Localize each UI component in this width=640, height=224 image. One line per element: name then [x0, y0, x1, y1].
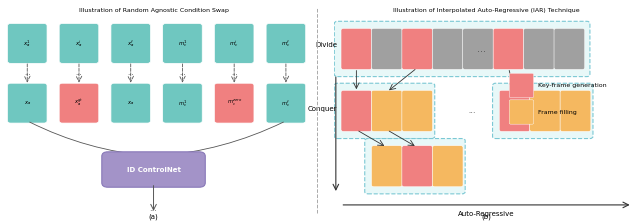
FancyBboxPatch shape: [102, 152, 205, 187]
Text: $x_a$: $x_a$: [127, 99, 134, 107]
FancyBboxPatch shape: [509, 100, 534, 124]
Text: ...: ...: [76, 70, 83, 76]
FancyBboxPatch shape: [111, 83, 150, 123]
Text: $x_a^f$: $x_a^f$: [127, 38, 134, 49]
FancyBboxPatch shape: [560, 90, 591, 131]
Text: Divide: Divide: [316, 41, 337, 47]
Text: Auto-Regressive: Auto-Regressive: [458, 211, 515, 217]
FancyBboxPatch shape: [60, 83, 99, 123]
Text: ...: ...: [469, 106, 477, 115]
Text: $m_c^{zero}$: $m_c^{zero}$: [227, 98, 242, 108]
FancyBboxPatch shape: [214, 24, 254, 63]
FancyBboxPatch shape: [60, 24, 99, 63]
Text: ...: ...: [150, 204, 157, 213]
FancyBboxPatch shape: [371, 28, 402, 69]
Text: ...: ...: [477, 44, 486, 54]
Text: Illustration of Random Agnostic Condition Swap: Illustration of Random Agnostic Conditio…: [79, 8, 228, 13]
FancyBboxPatch shape: [402, 90, 433, 131]
Text: $x_a$: $x_a$: [24, 99, 31, 107]
FancyBboxPatch shape: [402, 28, 433, 69]
Text: $x_a^1$: $x_a^1$: [24, 38, 31, 49]
FancyBboxPatch shape: [341, 28, 372, 69]
Text: ...: ...: [24, 70, 31, 76]
FancyBboxPatch shape: [493, 83, 593, 139]
Text: ID ControlNet: ID ControlNet: [127, 166, 180, 172]
FancyBboxPatch shape: [554, 28, 585, 69]
Text: ...: ...: [231, 70, 237, 76]
FancyBboxPatch shape: [163, 83, 202, 123]
FancyBboxPatch shape: [8, 24, 47, 63]
Text: $m_c^f$: $m_c^f$: [282, 98, 291, 109]
Text: $m_c^1$: $m_c^1$: [178, 98, 187, 109]
Text: Key-frame generation: Key-frame generation: [538, 83, 607, 88]
Text: (b): (b): [481, 214, 492, 220]
Text: ...: ...: [179, 70, 186, 76]
FancyBboxPatch shape: [214, 83, 254, 123]
Text: $m_c^1$: $m_c^1$: [177, 38, 188, 49]
FancyBboxPatch shape: [524, 28, 554, 69]
FancyBboxPatch shape: [111, 24, 150, 63]
FancyBboxPatch shape: [432, 146, 463, 187]
Text: $x_a^i$: $x_a^i$: [76, 38, 83, 49]
Text: Conquer: Conquer: [308, 106, 337, 112]
Text: (a): (a): [148, 214, 159, 220]
FancyBboxPatch shape: [341, 90, 372, 131]
FancyBboxPatch shape: [334, 83, 435, 139]
FancyBboxPatch shape: [365, 139, 465, 194]
FancyBboxPatch shape: [266, 24, 306, 63]
FancyBboxPatch shape: [509, 73, 534, 98]
FancyBboxPatch shape: [493, 28, 524, 69]
FancyBboxPatch shape: [334, 21, 590, 77]
FancyBboxPatch shape: [163, 24, 202, 63]
FancyBboxPatch shape: [266, 83, 306, 123]
FancyBboxPatch shape: [530, 90, 561, 131]
FancyBboxPatch shape: [8, 83, 47, 123]
Text: ...: ...: [127, 70, 134, 76]
FancyBboxPatch shape: [463, 28, 493, 69]
Text: Frame filling: Frame filling: [538, 110, 577, 114]
FancyBboxPatch shape: [432, 28, 463, 69]
Text: $m_c^f$: $m_c^f$: [281, 38, 291, 49]
Text: $x_a^{gt}$: $x_a^{gt}$: [74, 98, 84, 108]
FancyBboxPatch shape: [371, 146, 402, 187]
FancyBboxPatch shape: [371, 90, 402, 131]
FancyBboxPatch shape: [402, 146, 433, 187]
Text: $m_c^i$: $m_c^i$: [230, 38, 239, 49]
FancyBboxPatch shape: [499, 90, 530, 131]
Text: Illustration of Interpolated Auto-Regressive (IAR) Technique: Illustration of Interpolated Auto-Regres…: [393, 8, 580, 13]
